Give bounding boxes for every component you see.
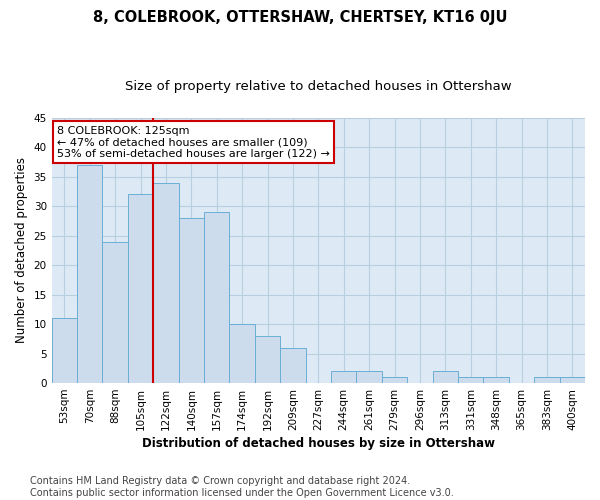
Text: 8 COLEBROOK: 125sqm
← 47% of detached houses are smaller (109)
53% of semi-detac: 8 COLEBROOK: 125sqm ← 47% of detached ho… bbox=[57, 126, 330, 159]
Bar bbox=[153, 182, 179, 383]
Bar bbox=[204, 212, 229, 383]
Bar bbox=[484, 377, 509, 383]
Bar bbox=[560, 377, 585, 383]
Bar bbox=[280, 348, 305, 383]
Bar bbox=[179, 218, 204, 383]
Bar bbox=[356, 372, 382, 383]
Bar bbox=[77, 165, 103, 383]
Bar bbox=[382, 377, 407, 383]
Bar bbox=[458, 377, 484, 383]
Text: Contains HM Land Registry data © Crown copyright and database right 2024.
Contai: Contains HM Land Registry data © Crown c… bbox=[30, 476, 454, 498]
Title: Size of property relative to detached houses in Ottershaw: Size of property relative to detached ho… bbox=[125, 80, 512, 93]
Text: 8, COLEBROOK, OTTERSHAW, CHERTSEY, KT16 0JU: 8, COLEBROOK, OTTERSHAW, CHERTSEY, KT16 … bbox=[93, 10, 507, 25]
Bar bbox=[229, 324, 255, 383]
Bar bbox=[255, 336, 280, 383]
Y-axis label: Number of detached properties: Number of detached properties bbox=[15, 158, 28, 344]
Bar bbox=[52, 318, 77, 383]
Bar bbox=[103, 242, 128, 383]
Bar bbox=[128, 194, 153, 383]
Bar bbox=[433, 372, 458, 383]
Bar bbox=[331, 372, 356, 383]
Bar bbox=[534, 377, 560, 383]
X-axis label: Distribution of detached houses by size in Ottershaw: Distribution of detached houses by size … bbox=[142, 437, 495, 450]
